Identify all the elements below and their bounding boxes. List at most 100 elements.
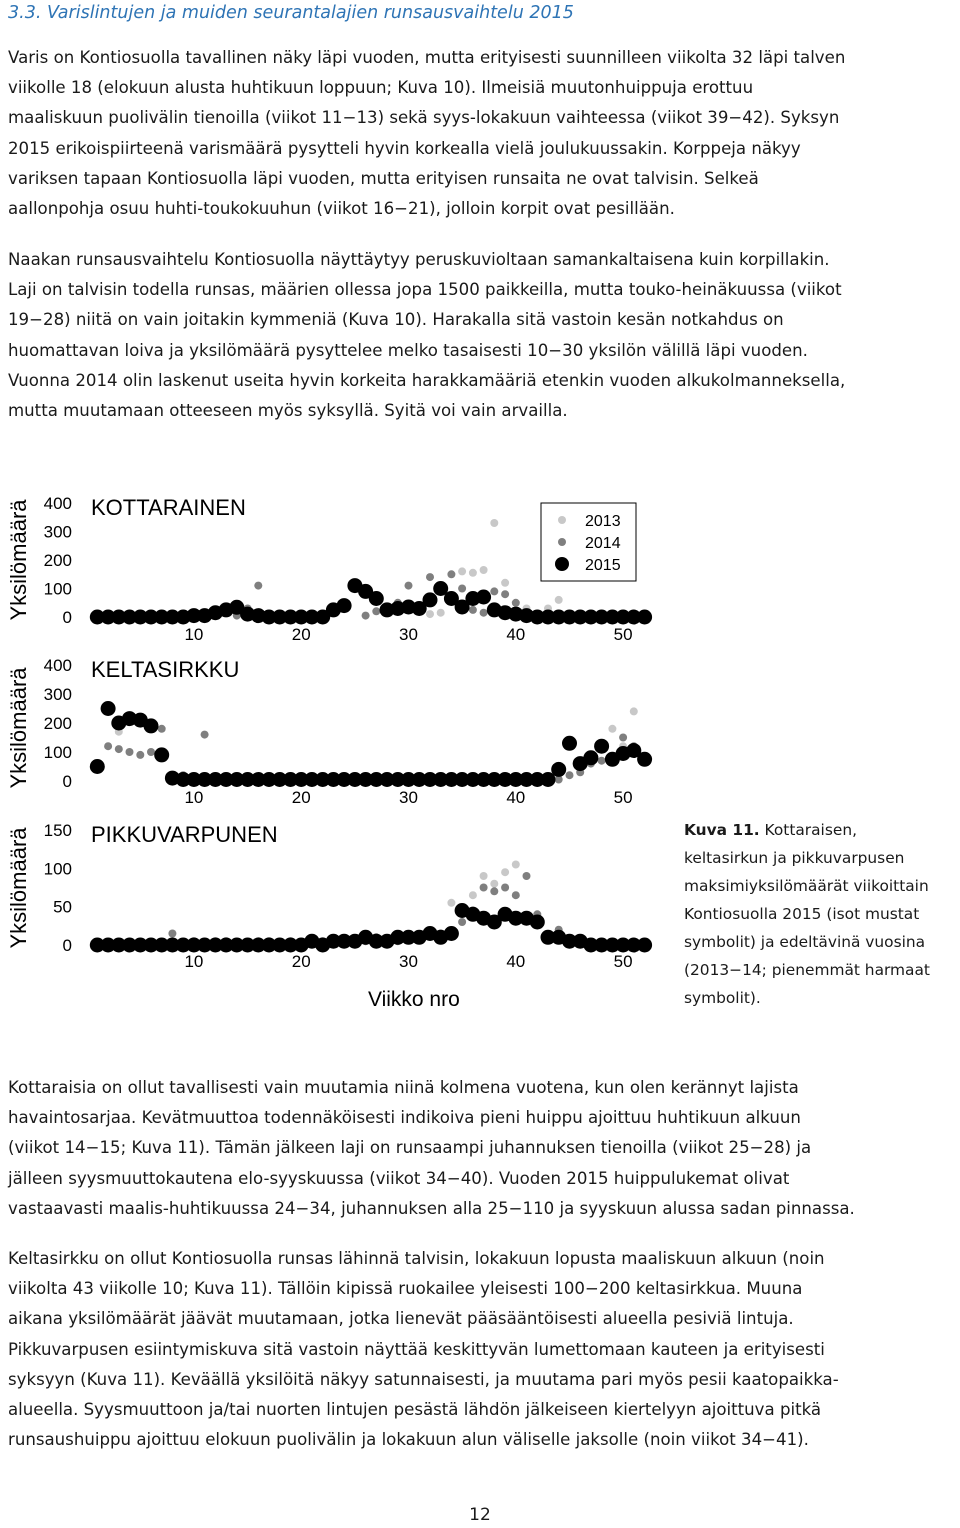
- data-point-2013: [426, 610, 434, 619]
- text-line: jälleen syysmuuttokautena elo-syyskuussa…: [8, 1168, 790, 1188]
- x-tick-label: 20: [292, 625, 311, 644]
- section-heading: 3.3. Varislintujen ja muiden seurantalaj…: [8, 3, 574, 23]
- data-point-2014: [479, 883, 488, 892]
- y-tick-label: 100: [44, 859, 72, 878]
- data-point-2015: [336, 772, 352, 787]
- x-tick-label: 10: [184, 625, 203, 644]
- text-line: 19−28) niitä on vain joitakin kymmeniä (…: [8, 310, 784, 330]
- text-line: viikolle 18 (elokuun alusta huhtikuun lo…: [8, 78, 754, 98]
- data-point-2015: [154, 937, 170, 953]
- data-point-2015: [186, 608, 202, 624]
- paragraph-keltasirkku: Keltasirkku on ollut Kontiosuolla runsas…: [8, 1244, 956, 1455]
- text-line: alueella. Syysmuuttoon ja/tai nuorten li…: [8, 1400, 822, 1420]
- data-point-2015: [519, 772, 534, 787]
- data-point-2015: [207, 772, 223, 787]
- panel-title: KOTTARAINEN: [91, 495, 246, 520]
- data-point-2015: [529, 914, 545, 930]
- caption-line: (2013−14; pienemmät harmaat: [684, 961, 930, 979]
- data-point-2014: [254, 581, 263, 590]
- legend-label: 2013: [585, 513, 621, 530]
- data-point-2015: [293, 772, 309, 787]
- data-point-2015: [572, 609, 588, 625]
- data-point-2015: [401, 772, 416, 787]
- text-line: Keltasirkku on ollut Kontiosuolla runsas…: [8, 1249, 825, 1268]
- data-point-2015: [604, 609, 620, 625]
- data-point-2014: [554, 775, 563, 784]
- y-tick-label: 400: [44, 494, 72, 513]
- text-line: aallonpohja osuu huhti-toukokuuhun (viik…: [8, 199, 675, 219]
- page-number: 12: [469, 1505, 491, 1525]
- data-point-2015: [433, 581, 449, 596]
- data-point-2015: [304, 609, 320, 625]
- data-point-2015: [164, 609, 180, 625]
- data-point-2015: [315, 772, 331, 787]
- text-line: vastaavasti maalis-huhtikuussa 24−34, ju…: [8, 1198, 855, 1218]
- caption-text: Kottaraisen,: [759, 821, 857, 839]
- x-tick-label: 50: [614, 625, 633, 644]
- data-point-2015: [325, 933, 341, 949]
- data-point-2015: [637, 609, 653, 625]
- data-point-2015: [368, 591, 384, 606]
- data-point-2014: [114, 745, 123, 754]
- legend-marker-2015: [555, 557, 569, 571]
- bird-count-chart: Yksilömäärä 0 100 200 300 400 10 20 30 40 50 KOTTAR…: [6, 494, 653, 1011]
- data-point-2015: [89, 609, 105, 625]
- data-point-2014: [511, 891, 520, 900]
- y-axis-label: Yksilömäärä: [6, 667, 31, 789]
- data-point-2015: [261, 609, 277, 625]
- data-point-2014: [501, 883, 510, 892]
- y-tick-label: 0: [63, 608, 72, 627]
- caption-line: maksimiyksilömäärät viikoittain: [684, 877, 929, 895]
- y-axis-label: Yksilömäärä: [6, 499, 31, 621]
- y-tick-label: 150: [44, 821, 72, 840]
- y-tick-label: 300: [44, 685, 72, 704]
- data-point-2015: [175, 772, 191, 787]
- data-point-2015: [594, 937, 610, 953]
- data-point-2015: [637, 751, 653, 767]
- data-point-2015: [240, 937, 256, 953]
- x-tick-label: 40: [506, 788, 525, 807]
- data-point-2015: [132, 609, 148, 625]
- x-tick-label: 50: [614, 788, 633, 807]
- y-tick-label: 50: [53, 898, 72, 917]
- data-point-2014: [426, 573, 434, 582]
- data-point-2014: [125, 748, 134, 756]
- data-point-2015: [175, 937, 191, 953]
- data-point-2013: [458, 567, 467, 576]
- text-line: variksen tapaan Kontiosuolla läpi vuoden…: [8, 168, 759, 188]
- data-point-2015: [229, 599, 245, 615]
- data-point-2015: [390, 772, 406, 787]
- data-point-2015: [551, 761, 567, 777]
- data-point-2015: [100, 701, 116, 716]
- data-point-2015: [229, 937, 245, 953]
- data-point-2015: [325, 772, 341, 787]
- text-line: mutta muutamaan otteeseen myös syksyllä.…: [8, 401, 568, 421]
- data-point-2015: [379, 772, 395, 787]
- data-point-2015: [615, 609, 631, 625]
- data-point-2015: [164, 937, 180, 953]
- data-point-2015: [508, 772, 524, 787]
- data-point-2015: [250, 772, 266, 787]
- legend-label: 2015: [585, 557, 621, 574]
- x-tick-label: 10: [184, 788, 203, 807]
- data-point-2015: [626, 609, 642, 625]
- data-point-2015: [551, 609, 567, 625]
- data-point-2015: [122, 609, 137, 625]
- data-point-2015: [476, 772, 492, 787]
- data-point-2015: [368, 772, 384, 787]
- caption-line: Kontiosuolla 2015 (isot mustat: [684, 905, 920, 923]
- data-point-2015: [562, 735, 577, 751]
- legend-marker-2014: [558, 538, 566, 546]
- x-tick-label: 40: [506, 952, 525, 971]
- data-point-2015: [186, 937, 202, 953]
- text-line: viikolta 43 viikolle 10; Kuva 11). Tällö…: [8, 1279, 803, 1299]
- data-point-2015: [583, 750, 599, 766]
- x-tick-label: 30: [399, 788, 418, 807]
- data-point-2015: [261, 772, 277, 787]
- text-line: Kottaraisia on ollut tavallisesti vain m…: [8, 1078, 799, 1097]
- y-tick-label: 200: [44, 714, 72, 733]
- y-tick-label: 100: [44, 580, 72, 599]
- caption-label: Kuva 11.: [684, 821, 760, 839]
- data-point-2013: [490, 879, 499, 888]
- y-tick-label: 200: [44, 551, 72, 570]
